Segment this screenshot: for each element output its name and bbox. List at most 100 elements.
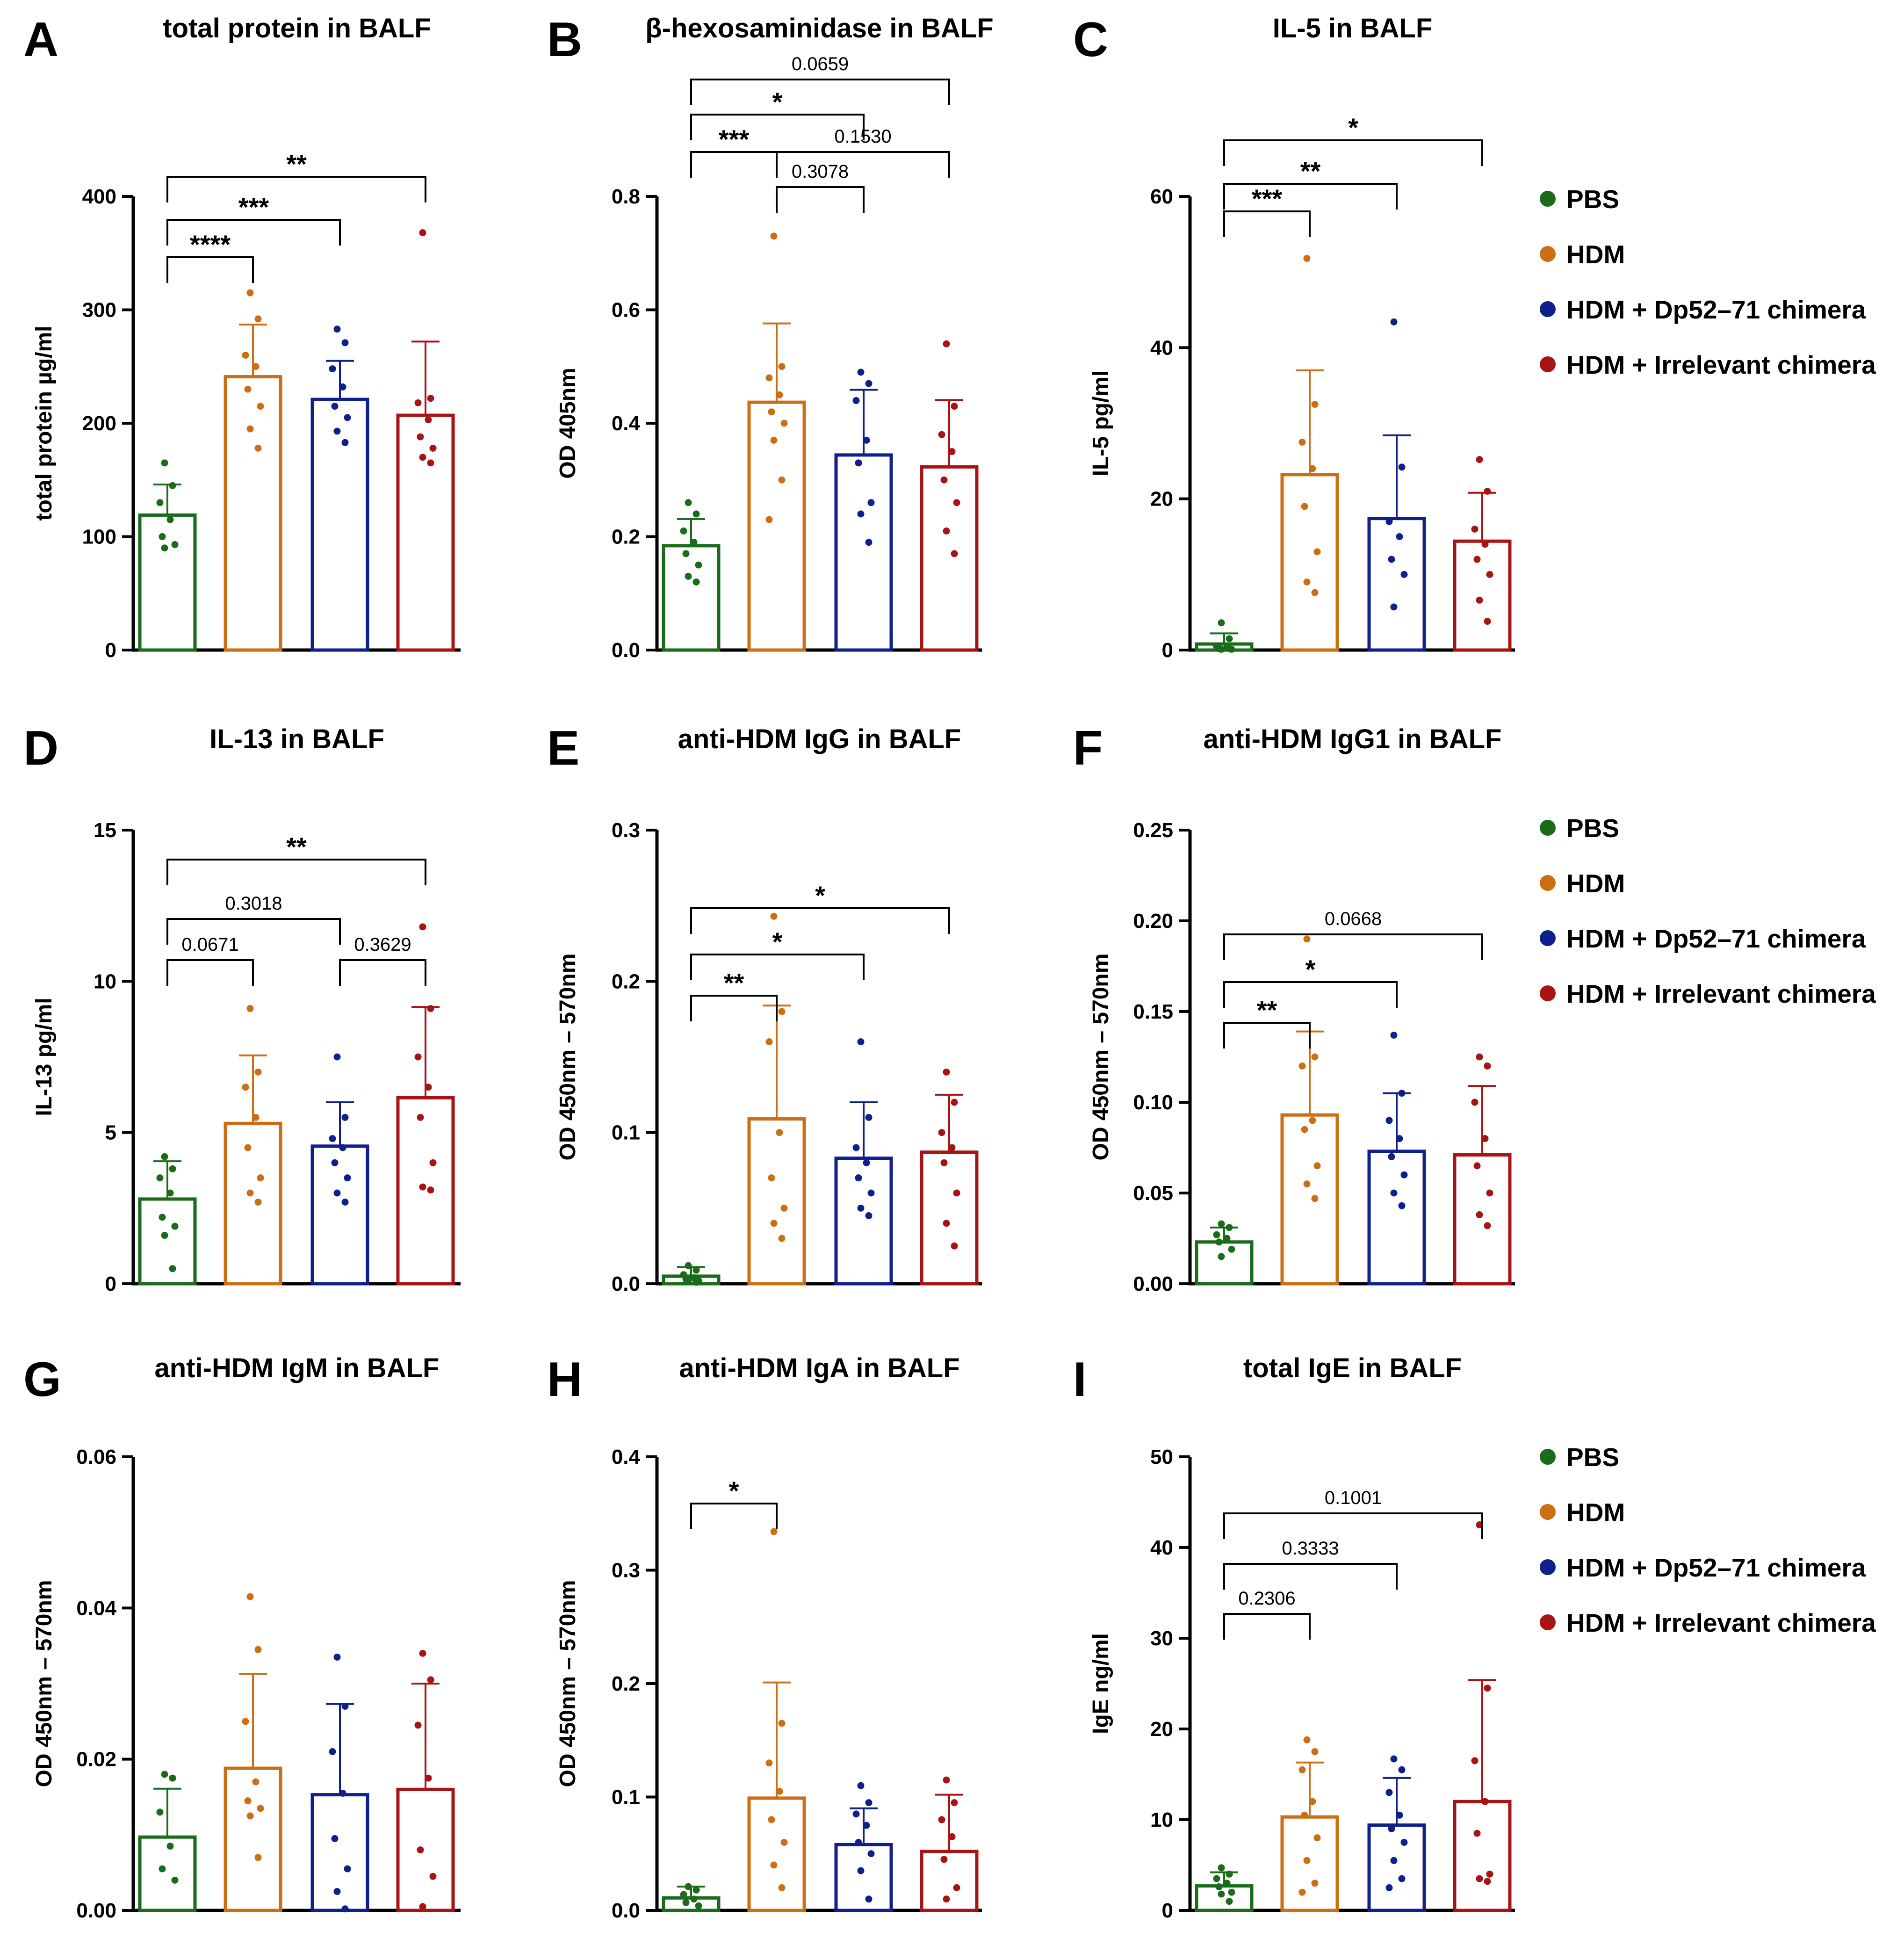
significance-label: **** bbox=[190, 230, 231, 259]
y-tick-label: 0 bbox=[105, 639, 116, 662]
data-point bbox=[339, 1144, 346, 1151]
data-point bbox=[427, 1676, 434, 1684]
data-point bbox=[857, 1204, 865, 1212]
significance-label: 0.0659 bbox=[792, 54, 849, 74]
legend-label: PBS bbox=[1566, 185, 1619, 214]
data-point bbox=[331, 1835, 339, 1842]
y-axis-label: OD 450nm – 570nm bbox=[32, 1580, 57, 1787]
bar-1 bbox=[1195, 1884, 1254, 1912]
data-point bbox=[1309, 1117, 1316, 1124]
data-point bbox=[1303, 1180, 1311, 1188]
data-point bbox=[419, 1649, 426, 1657]
bar-3 bbox=[310, 1144, 369, 1286]
legend: PBS HDM HDM + Dp52–71 chimera HDM + Irrelev… bbox=[1540, 1443, 1876, 1637]
data-point bbox=[1301, 1811, 1308, 1819]
data-point bbox=[331, 1159, 339, 1166]
significance-bracket bbox=[690, 1503, 778, 1529]
significance-bracket bbox=[690, 151, 778, 178]
bar-4 bbox=[396, 413, 455, 652]
y-tick-label: 20 bbox=[1150, 488, 1173, 511]
data-point bbox=[429, 1873, 437, 1880]
data-point bbox=[333, 1189, 341, 1197]
bar-2 bbox=[224, 1766, 282, 1912]
data-point bbox=[855, 459, 862, 467]
data-point bbox=[951, 1242, 958, 1250]
data-point bbox=[1228, 1245, 1235, 1253]
data-point bbox=[419, 229, 426, 237]
data-point bbox=[1390, 1031, 1398, 1039]
data-point bbox=[770, 1220, 778, 1227]
y-axis-label: IL-13 pg/ml bbox=[32, 998, 57, 1116]
data-point bbox=[682, 550, 690, 557]
y-tick-label: 0.04 bbox=[76, 1597, 116, 1620]
legend-marker bbox=[1540, 820, 1556, 836]
significance-bracket bbox=[1223, 183, 1398, 210]
significance-label: * bbox=[1305, 955, 1316, 984]
data-point bbox=[1385, 1117, 1393, 1124]
data-point bbox=[1486, 1189, 1493, 1197]
data-point bbox=[938, 1816, 945, 1823]
data-point bbox=[156, 1808, 164, 1816]
data-point bbox=[948, 1144, 956, 1151]
data-point bbox=[778, 363, 786, 370]
data-point bbox=[1400, 1839, 1408, 1846]
y-tick-label: 20 bbox=[1150, 1718, 1173, 1741]
legend: PBS HDM HDM + Dp52–71 chimera HDM + Irrelev… bbox=[1540, 185, 1876, 379]
data-point bbox=[1484, 618, 1491, 625]
data-point bbox=[333, 1888, 341, 1895]
data-point bbox=[1390, 1189, 1398, 1197]
y-tick-label: 400 bbox=[82, 185, 116, 208]
y-tick-label: 0.15 bbox=[1133, 1000, 1173, 1023]
data-point bbox=[692, 1279, 700, 1286]
y-tick-label: 40 bbox=[1150, 1536, 1173, 1559]
data-point bbox=[1303, 935, 1311, 943]
legend-marker bbox=[1540, 246, 1556, 262]
data-point bbox=[246, 1593, 254, 1600]
significance-label: 0.1530 bbox=[834, 126, 891, 147]
data-point bbox=[252, 1114, 260, 1121]
data-point bbox=[159, 1214, 166, 1221]
bar-1 bbox=[138, 1197, 197, 1286]
data-point bbox=[690, 1895, 698, 1903]
data-point bbox=[778, 1008, 786, 1015]
y-tick-label: 0.0 bbox=[612, 1899, 640, 1922]
significance-label: ** bbox=[724, 968, 744, 998]
data-point bbox=[1223, 1880, 1231, 1887]
data-point bbox=[852, 1810, 860, 1818]
data-point bbox=[254, 1646, 262, 1653]
data-point bbox=[417, 433, 424, 441]
y-tick-label: 0 bbox=[105, 1273, 116, 1295]
data-point bbox=[778, 476, 786, 484]
data-point bbox=[161, 1771, 168, 1778]
data-point bbox=[692, 510, 700, 518]
panel-letter: C bbox=[1073, 13, 1108, 67]
data-point bbox=[953, 499, 960, 506]
data-point bbox=[863, 1822, 870, 1829]
data-point bbox=[419, 454, 426, 461]
data-point bbox=[429, 444, 437, 452]
y-tick-label: 0.2 bbox=[612, 970, 640, 993]
data-point bbox=[1385, 518, 1393, 525]
data-point bbox=[1473, 1162, 1481, 1170]
data-point bbox=[171, 541, 179, 548]
y-tick-label: 5 bbox=[105, 1121, 116, 1144]
data-point bbox=[161, 1232, 168, 1239]
data-point bbox=[169, 1265, 176, 1273]
significance-bracket bbox=[166, 219, 341, 246]
data-point bbox=[770, 436, 778, 444]
data-point bbox=[690, 539, 698, 546]
data-point bbox=[770, 1861, 778, 1869]
data-point bbox=[1311, 1748, 1319, 1755]
data-point bbox=[341, 1905, 349, 1913]
bar-4 bbox=[920, 1850, 979, 1912]
data-point bbox=[865, 380, 873, 387]
data-point bbox=[159, 533, 166, 540]
data-point bbox=[1390, 603, 1398, 611]
data-point bbox=[855, 1174, 862, 1182]
data-point bbox=[161, 544, 168, 552]
bar-4 bbox=[396, 1096, 455, 1286]
data-point bbox=[427, 1005, 434, 1012]
significance-bracket bbox=[1223, 139, 1483, 166]
